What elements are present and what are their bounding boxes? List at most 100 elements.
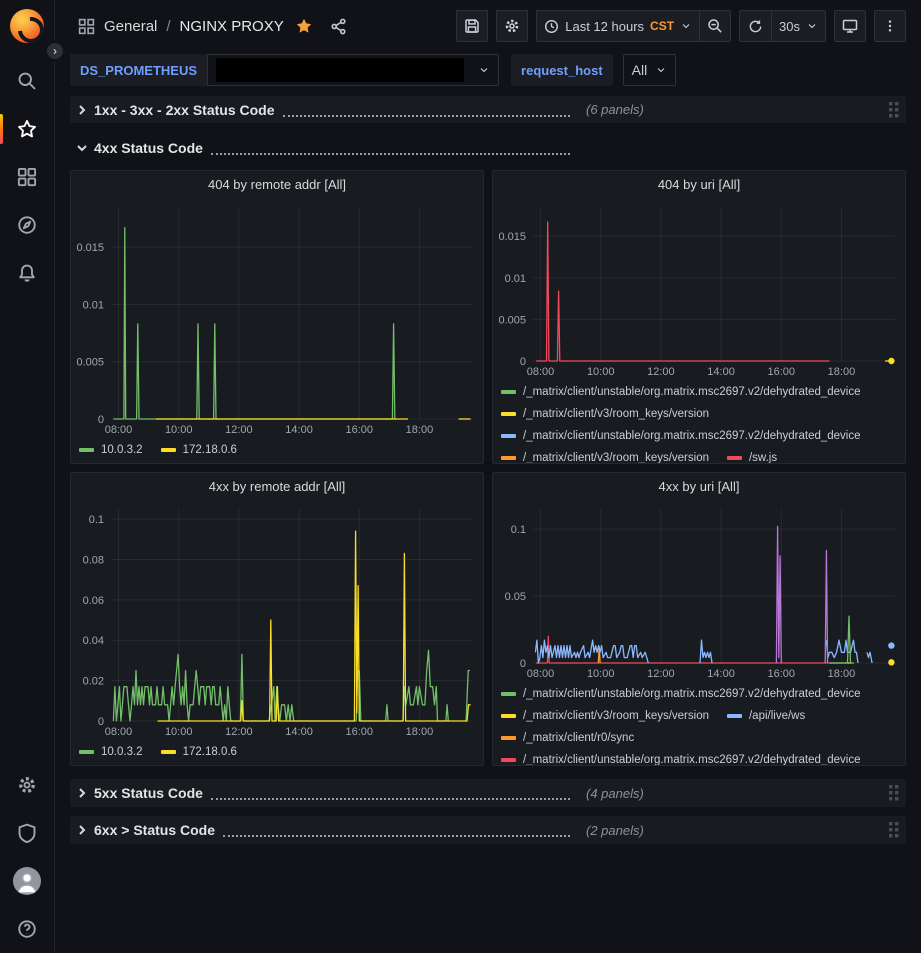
share-icon[interactable] — [330, 18, 347, 35]
sidebar-expand-button[interactable]: › — [44, 40, 66, 62]
legend-label: /_matrix/client/unstable/org.matrix.msc2… — [523, 688, 861, 700]
legend-swatch — [79, 750, 94, 754]
dashboard-row-6xx[interactable]: 6xx > Status Code (2 panels) — [70, 816, 906, 844]
row-dotted-leader — [211, 792, 570, 800]
breadcrumb-separator: / — [166, 18, 170, 35]
chart-legend: /_matrix/client/unstable/org.matrix.msc2… — [493, 379, 905, 463]
timeseries-chart[interactable]: 00.0050.010.01508:0010:0012:0014:0016:00… — [71, 199, 483, 437]
legend-label: 172.18.0.6 — [183, 444, 237, 456]
row-title: 6xx > Status Code — [94, 822, 215, 838]
dashboard-row-4xx[interactable]: 4xx Status Code — [70, 136, 906, 160]
more-options-button[interactable] — [874, 10, 906, 42]
help-icon — [17, 919, 37, 939]
dashboard-row-5xx[interactable]: 5xx Status Code (4 panels) — [70, 779, 906, 807]
ds-prometheus-select[interactable] — [207, 54, 499, 86]
sidebar-item-search[interactable] — [0, 57, 54, 105]
chart-legend: 10.0.3.2 172.18.0.6 — [71, 739, 483, 765]
panel-title[interactable]: 4xx by remote addr [All] — [71, 473, 483, 501]
legend-item[interactable]: /api/live/ws — [727, 705, 805, 727]
row-drag-handle-icon[interactable] — [888, 821, 900, 839]
refresh-icon — [748, 19, 763, 34]
save-dashboard-button[interactable] — [456, 10, 488, 42]
compass-icon — [17, 215, 37, 235]
chart-svg: 00.0050.010.01508:0010:0012:0014:0016:00… — [493, 199, 905, 379]
panel-title[interactable]: 404 by remote addr [All] — [71, 171, 483, 199]
legend-item[interactable]: 10.0.3.2 — [79, 741, 143, 763]
zoom-out-time-button[interactable] — [699, 10, 731, 42]
chart-legend: /_matrix/client/unstable/org.matrix.msc2… — [493, 681, 905, 765]
dashboards-icon — [17, 167, 37, 187]
refresh-button[interactable] — [739, 10, 771, 42]
sidebar-item-explore[interactable] — [0, 201, 54, 249]
legend-label: /_matrix/client/v3/room_keys/version — [523, 452, 709, 463]
legend-label: /_matrix/client/unstable/org.matrix.msc2… — [523, 430, 861, 442]
timeseries-chart[interactable]: 00.020.040.060.080.108:0010:0012:0014:00… — [71, 501, 483, 739]
legend-item[interactable]: 10.0.3.2 — [79, 439, 143, 461]
time-range-picker[interactable]: Last 12 hours CST — [536, 10, 699, 42]
panel-404-by-uri: 404 by uri [All] 00.0050.010.01508:0010:… — [492, 170, 906, 464]
breadcrumb-dashboard-title[interactable]: NGINX PROXY — [180, 18, 284, 35]
favorite-star-icon[interactable] — [295, 17, 313, 35]
legend-item[interactable]: /_matrix/client/v3/room_keys/version — [501, 705, 709, 727]
search-icon — [17, 71, 37, 91]
sidebar-item-server-admin[interactable] — [0, 809, 54, 857]
sidebar-item-starred[interactable] — [0, 105, 54, 153]
legend-item[interactable]: /_matrix/client/unstable/org.matrix.msc2… — [501, 381, 861, 403]
request-host-select[interactable]: All — [623, 54, 677, 86]
legend-item[interactable]: /_matrix/client/unstable/org.matrix.msc2… — [501, 425, 861, 447]
chart-svg: 00.050.108:0010:0012:0014:0016:0018:00 — [493, 501, 905, 681]
legend-label: /_matrix/client/r0/sync — [523, 732, 634, 744]
svg-text:16:00: 16:00 — [345, 424, 373, 436]
row-drag-handle-icon[interactable] — [888, 784, 900, 802]
variable-label-request-host: request_host — [511, 54, 613, 86]
panel-title[interactable]: 404 by uri [All] — [493, 171, 905, 199]
svg-text:12:00: 12:00 — [225, 726, 253, 738]
refresh-interval-picker[interactable]: 30s — [771, 10, 826, 42]
legend-label: /_matrix/client/v3/room_keys/version — [523, 408, 709, 420]
svg-text:0.08: 0.08 — [83, 554, 104, 566]
dashboard-row-1xx-3xx-2xx[interactable]: 1xx - 3xx - 2xx Status Code (6 panels) — [70, 96, 906, 123]
variables-submenu: DS_PROMETHEUS request_host All — [70, 54, 906, 86]
cycle-view-mode-button[interactable] — [834, 10, 866, 42]
svg-text:12:00: 12:00 — [647, 668, 675, 680]
legend-item[interactable]: 172.18.0.6 — [161, 439, 237, 461]
gear-icon — [17, 775, 37, 795]
legend-label: 10.0.3.2 — [101, 746, 143, 758]
row-title: 5xx Status Code — [94, 785, 203, 801]
row-dotted-leader — [211, 147, 570, 155]
grafana-logo[interactable] — [10, 9, 44, 43]
row-panel-count: (2 panels) — [586, 823, 644, 838]
legend-item[interactable]: /_matrix/client/unstable/org.matrix.msc2… — [501, 683, 861, 705]
sidebar-item-help[interactable] — [0, 905, 54, 953]
svg-text:0: 0 — [98, 414, 104, 426]
svg-text:08:00: 08:00 — [527, 366, 555, 378]
breadcrumb-folder[interactable]: General — [104, 18, 157, 35]
timezone-badge: CST — [650, 19, 674, 33]
legend-item[interactable]: 172.18.0.6 — [161, 741, 237, 763]
legend-item[interactable]: /_matrix/client/v3/room_keys/version — [501, 447, 709, 463]
shield-icon — [17, 823, 37, 843]
row-dotted-leader — [223, 829, 570, 837]
clock-icon — [544, 19, 559, 34]
timeseries-chart[interactable]: 00.050.108:0010:0012:0014:0016:0018:00 — [493, 501, 905, 681]
chart-svg: 00.020.040.060.080.108:0010:0012:0014:00… — [71, 501, 483, 739]
sidebar-item-settings[interactable] — [0, 761, 54, 809]
dashboard-settings-button[interactable] — [496, 10, 528, 42]
sidebar-item-alerting[interactable] — [0, 249, 54, 297]
timeseries-chart[interactable]: 00.0050.010.01508:0010:0012:0014:0016:00… — [493, 199, 905, 379]
legend-swatch — [501, 692, 516, 696]
legend-swatch — [501, 390, 516, 394]
sidebar-item-dashboards[interactable] — [0, 153, 54, 201]
panel-title[interactable]: 4xx by uri [All] — [493, 473, 905, 501]
legend-item[interactable]: /sw.js — [727, 447, 777, 463]
legend-item[interactable]: /_matrix/client/unstable/org.matrix.msc2… — [501, 749, 861, 765]
chevron-down-icon — [655, 64, 667, 76]
left-sidebar — [0, 0, 55, 953]
row-drag-handle-icon[interactable] — [888, 101, 900, 119]
svg-text:0.01: 0.01 — [505, 273, 526, 285]
zoom-out-icon — [707, 18, 723, 34]
legend-item[interactable]: /_matrix/client/r0/sync — [501, 727, 634, 749]
legend-item[interactable]: /_matrix/client/v3/room_keys/version — [501, 403, 709, 425]
svg-text:18:00: 18:00 — [828, 668, 856, 680]
sidebar-item-profile[interactable] — [0, 857, 54, 905]
